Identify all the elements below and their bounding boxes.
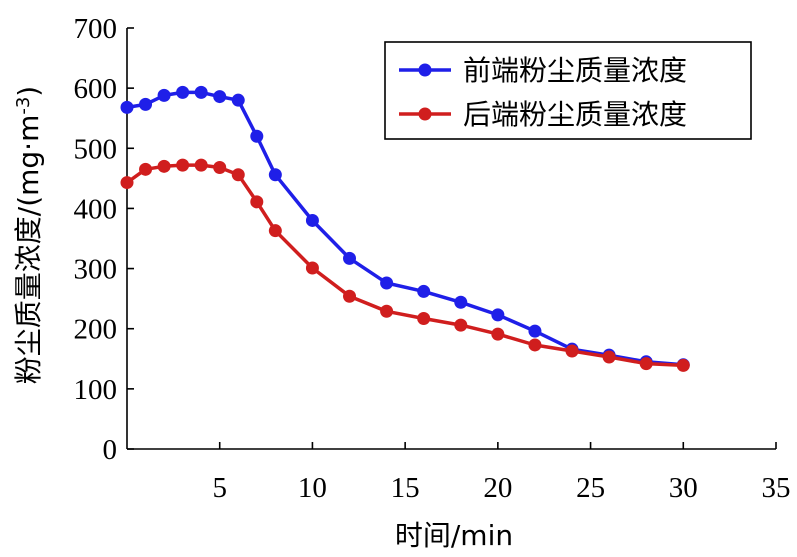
x-tick-label: 25 bbox=[576, 472, 605, 504]
x-tick-label: 35 bbox=[762, 472, 791, 504]
x-axis-title: 时间/min bbox=[395, 519, 513, 552]
data-point bbox=[120, 100, 134, 114]
data-point bbox=[565, 344, 579, 358]
data-point bbox=[213, 90, 227, 104]
data-point bbox=[305, 213, 319, 227]
legend-label-rear: 后端粉尘质量浓度 bbox=[463, 98, 687, 131]
y-tick-label: 400 bbox=[74, 193, 118, 225]
data-point bbox=[380, 304, 394, 318]
data-point bbox=[676, 358, 690, 372]
y-tick-label: 700 bbox=[74, 13, 118, 45]
y-tick-label: 0 bbox=[103, 434, 118, 466]
data-point bbox=[194, 85, 208, 99]
y-tick-label: 600 bbox=[74, 73, 118, 105]
y-axis-title-sup: -3 bbox=[13, 97, 34, 115]
series-rear bbox=[120, 158, 690, 372]
data-point bbox=[194, 158, 208, 172]
x-tick-label: 15 bbox=[391, 472, 420, 504]
x-tick-label: 10 bbox=[298, 472, 327, 504]
data-point bbox=[454, 318, 468, 332]
y-tick-label: 100 bbox=[74, 374, 118, 406]
data-point bbox=[213, 161, 227, 175]
data-point bbox=[491, 308, 505, 322]
series-layer bbox=[120, 85, 690, 372]
y-tick-label: 300 bbox=[74, 254, 118, 286]
data-point bbox=[250, 129, 264, 143]
legend: 前端粉尘质量浓度 后端粉尘质量浓度 bbox=[384, 41, 752, 140]
legend-entry-rear: 后端粉尘质量浓度 bbox=[399, 98, 687, 131]
data-point bbox=[139, 162, 153, 176]
y-axis-title-main: 粉尘质量浓度/(mg·m bbox=[12, 115, 45, 385]
data-point bbox=[343, 289, 357, 303]
data-point bbox=[157, 88, 171, 102]
data-point bbox=[176, 158, 190, 172]
data-point bbox=[231, 168, 245, 182]
legend-entry-front: 前端粉尘质量浓度 bbox=[399, 54, 687, 87]
data-point bbox=[176, 85, 190, 99]
data-point bbox=[157, 159, 171, 173]
data-point bbox=[528, 338, 542, 352]
data-point bbox=[268, 168, 282, 182]
axes: 0 100 200 300 400 500 600 700 5 10 15 20 25 30 35 bbox=[74, 13, 791, 504]
legend-box bbox=[384, 41, 752, 140]
y-tick-label: 500 bbox=[74, 133, 118, 165]
data-point bbox=[343, 251, 357, 265]
data-point bbox=[417, 311, 431, 325]
data-point bbox=[417, 284, 431, 298]
x-tick-label: 30 bbox=[669, 472, 698, 504]
legend-swatch-marker bbox=[418, 107, 432, 121]
data-point bbox=[491, 327, 505, 341]
data-point bbox=[602, 350, 616, 364]
data-point bbox=[528, 324, 542, 338]
y-axis-title-close: ) bbox=[12, 86, 45, 97]
data-point bbox=[268, 224, 282, 238]
legend-label-front: 前端粉尘质量浓度 bbox=[463, 54, 687, 87]
data-point bbox=[231, 93, 245, 107]
series-line bbox=[125, 163, 684, 368]
data-point bbox=[250, 195, 264, 209]
data-point bbox=[139, 97, 153, 111]
data-point bbox=[380, 276, 394, 290]
legend-swatch-marker bbox=[418, 63, 432, 77]
data-point bbox=[120, 176, 134, 190]
y-tick-label: 200 bbox=[74, 314, 118, 346]
data-point bbox=[305, 261, 319, 275]
x-tick-label: 5 bbox=[212, 472, 227, 504]
y-axis-title: 粉尘质量浓度/(mg·m-3) bbox=[12, 86, 45, 384]
x-tick-label: 20 bbox=[483, 472, 512, 504]
data-point bbox=[639, 357, 653, 371]
data-point bbox=[454, 295, 468, 309]
